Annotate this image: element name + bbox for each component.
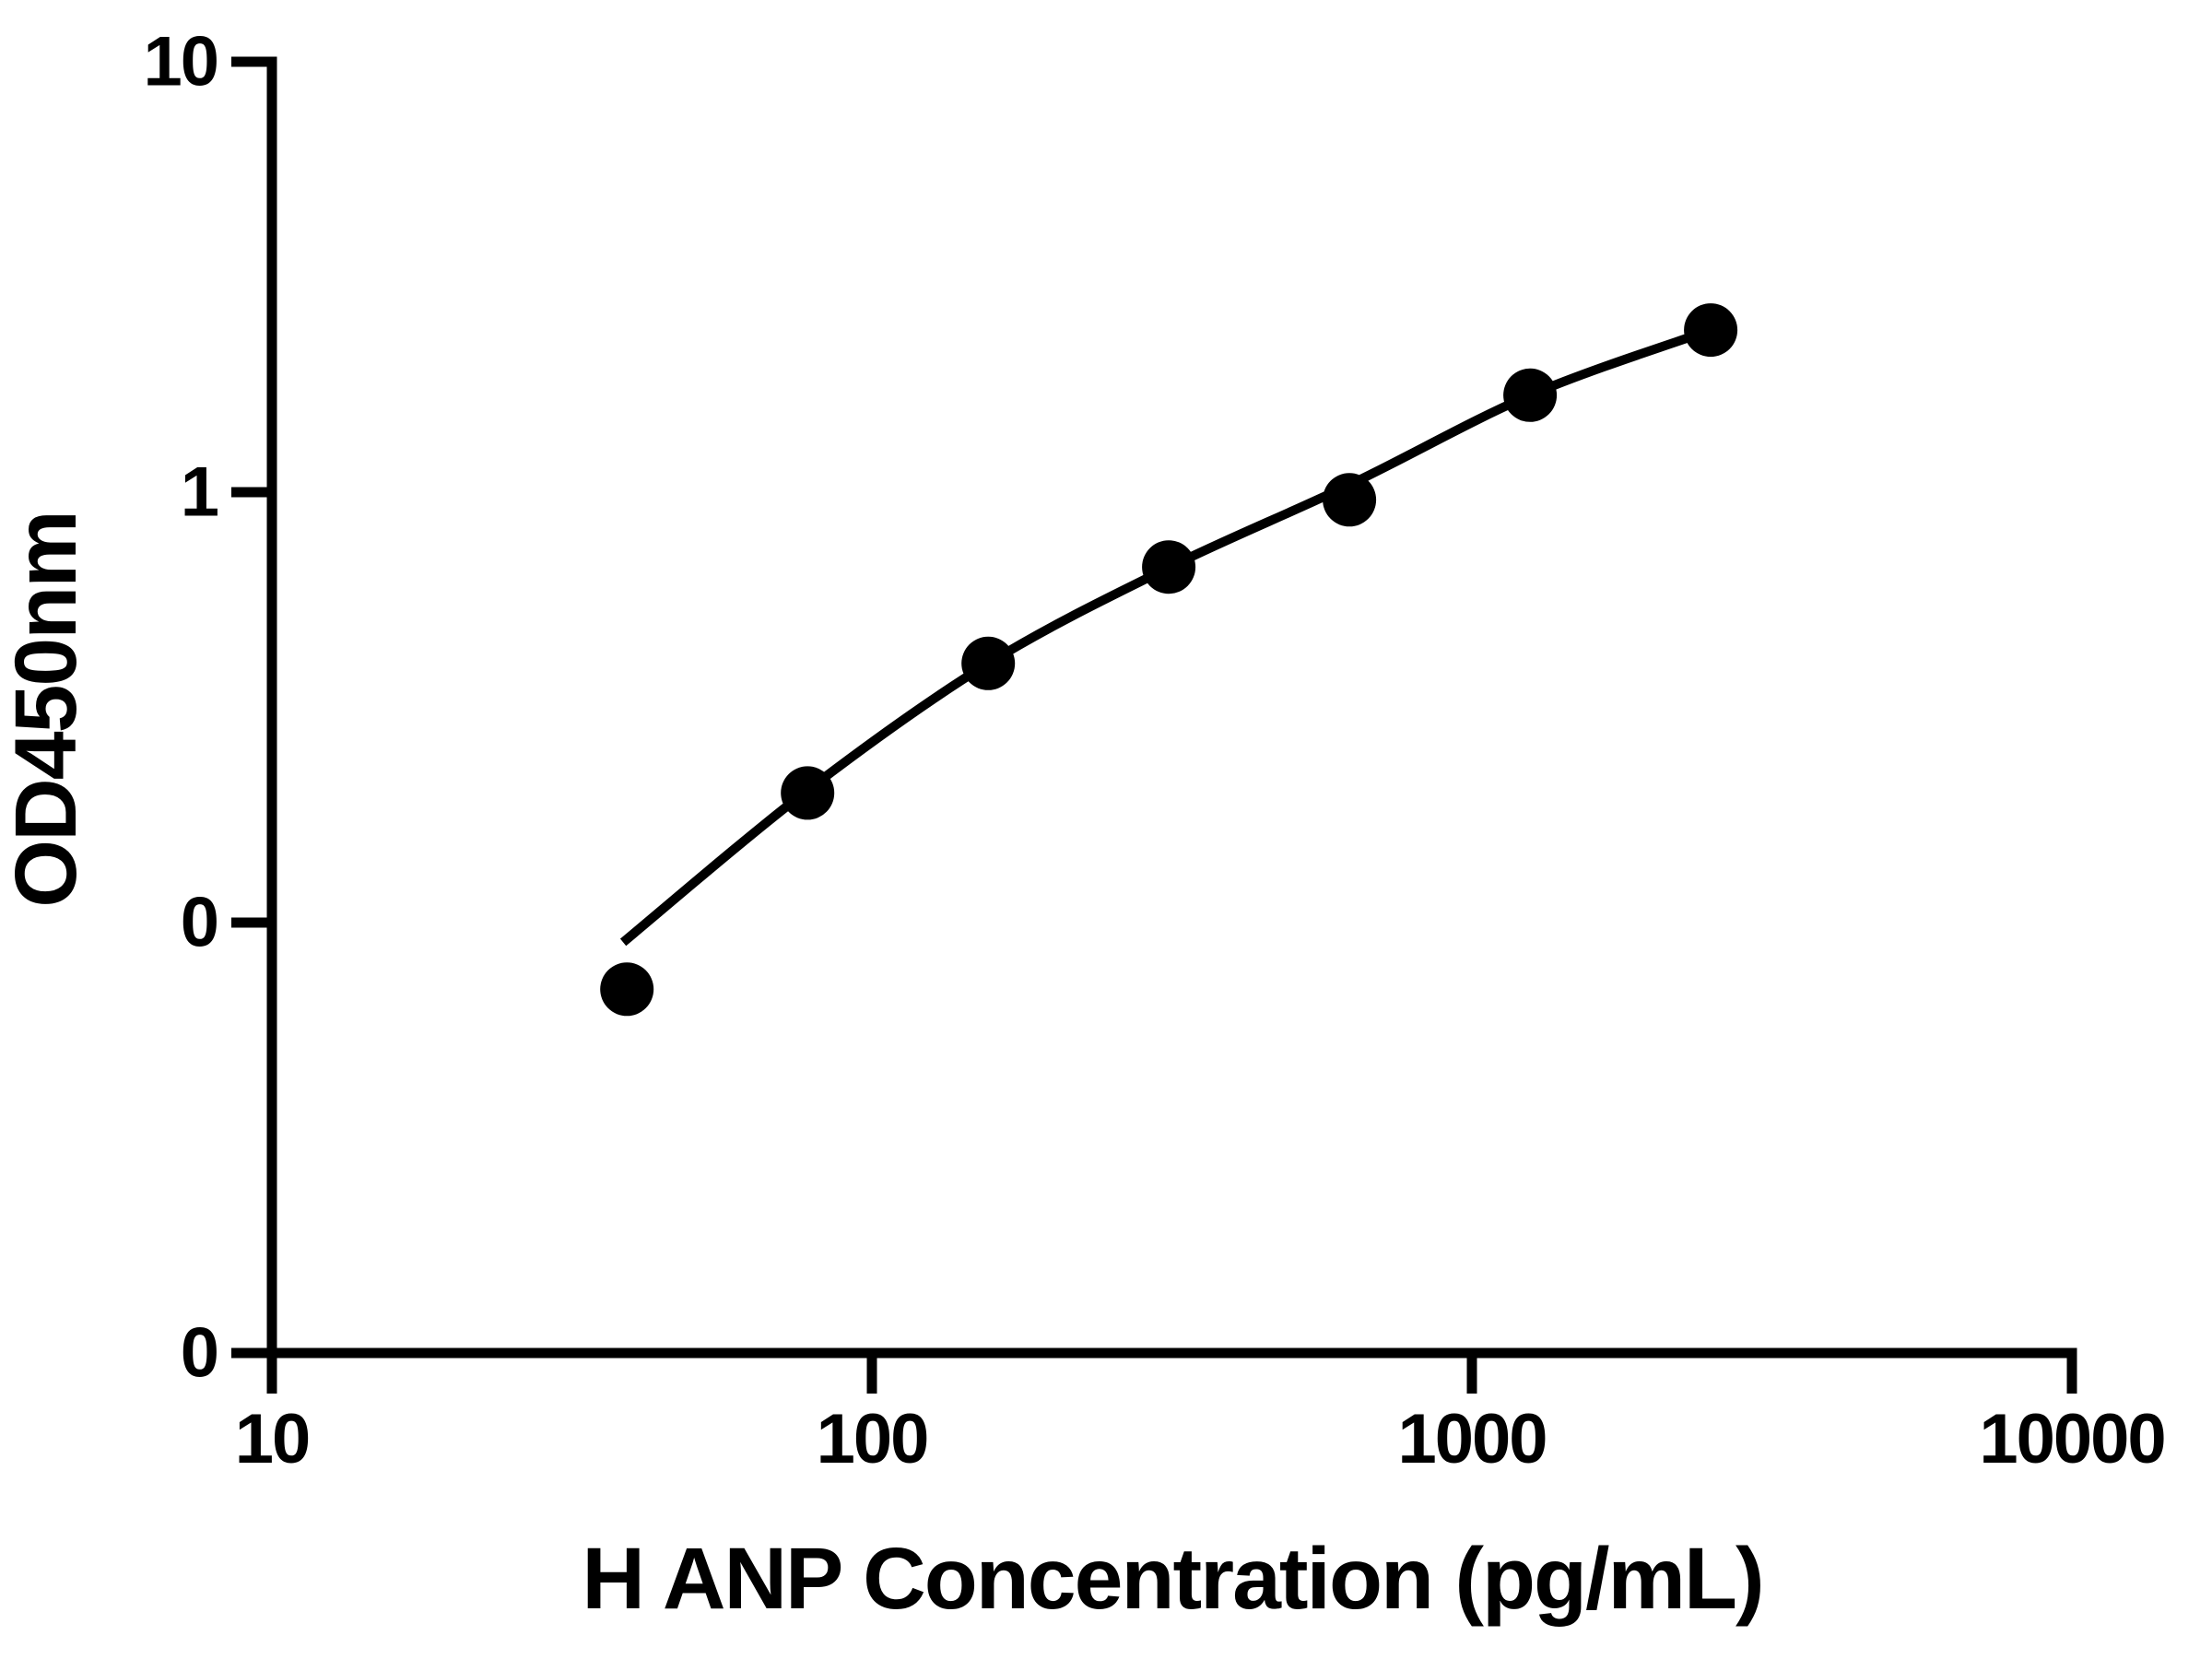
x-tick-label: 10 xyxy=(235,1400,310,1478)
data-point-markers xyxy=(600,303,1738,1017)
x-axis-title: H ANP Concentration (pg/mL) xyxy=(582,1530,1762,1628)
x-tick-label: 100 xyxy=(817,1400,928,1478)
x-tick-label: 10000 xyxy=(1979,1400,2164,1478)
y-tick-label: 0 xyxy=(181,1314,218,1393)
y-axis-title: OD450nm xyxy=(0,512,95,908)
data-point-marker xyxy=(1323,473,1377,527)
axes xyxy=(231,56,2077,1394)
data-point-marker xyxy=(781,766,835,820)
y-tick-label: 1 xyxy=(181,453,218,532)
data-point-marker xyxy=(1503,368,1558,422)
data-point-marker xyxy=(1684,303,1738,358)
data-point-marker xyxy=(600,962,654,1017)
x-axis-tick-labels: 10 100 1000 10000 xyxy=(235,1400,2167,1478)
data-point-marker xyxy=(1142,540,1196,594)
y-tick-label: 10 xyxy=(143,23,218,101)
y-tick-label: 0 xyxy=(181,884,218,962)
data-point-marker xyxy=(961,636,1016,690)
x-tick-label: 1000 xyxy=(1397,1400,1546,1478)
